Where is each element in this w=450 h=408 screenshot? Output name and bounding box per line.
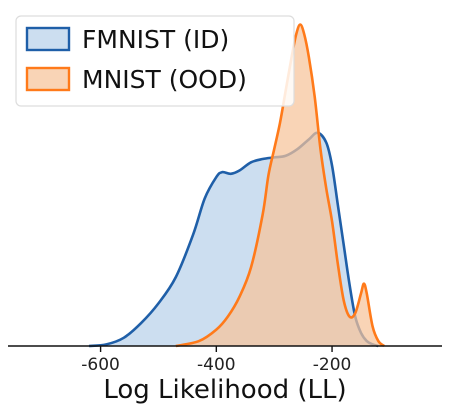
legend-swatch-fmnist [25, 26, 71, 52]
x-tick-label: -600 [81, 355, 120, 375]
density-line-mnist [175, 23, 385, 348]
legend-frame [15, 15, 295, 107]
density-areas [88, 23, 385, 348]
x-axis-title: Log Likelihood (LL) [103, 375, 346, 405]
legend: FMNIST (ID) MNIST (OOD) [15, 15, 295, 107]
density-area-mnist [175, 24, 385, 347]
x-axis-ticks: -600 -400 -200 [81, 346, 351, 375]
legend-label-mnist: MNIST (OOD) [82, 65, 247, 94]
x-tick-label: -200 [313, 355, 352, 375]
legend-swatch-mnist [25, 66, 71, 92]
legend-label-fmnist: FMNIST (ID) [82, 25, 229, 54]
x-tick-label: -400 [197, 355, 236, 375]
